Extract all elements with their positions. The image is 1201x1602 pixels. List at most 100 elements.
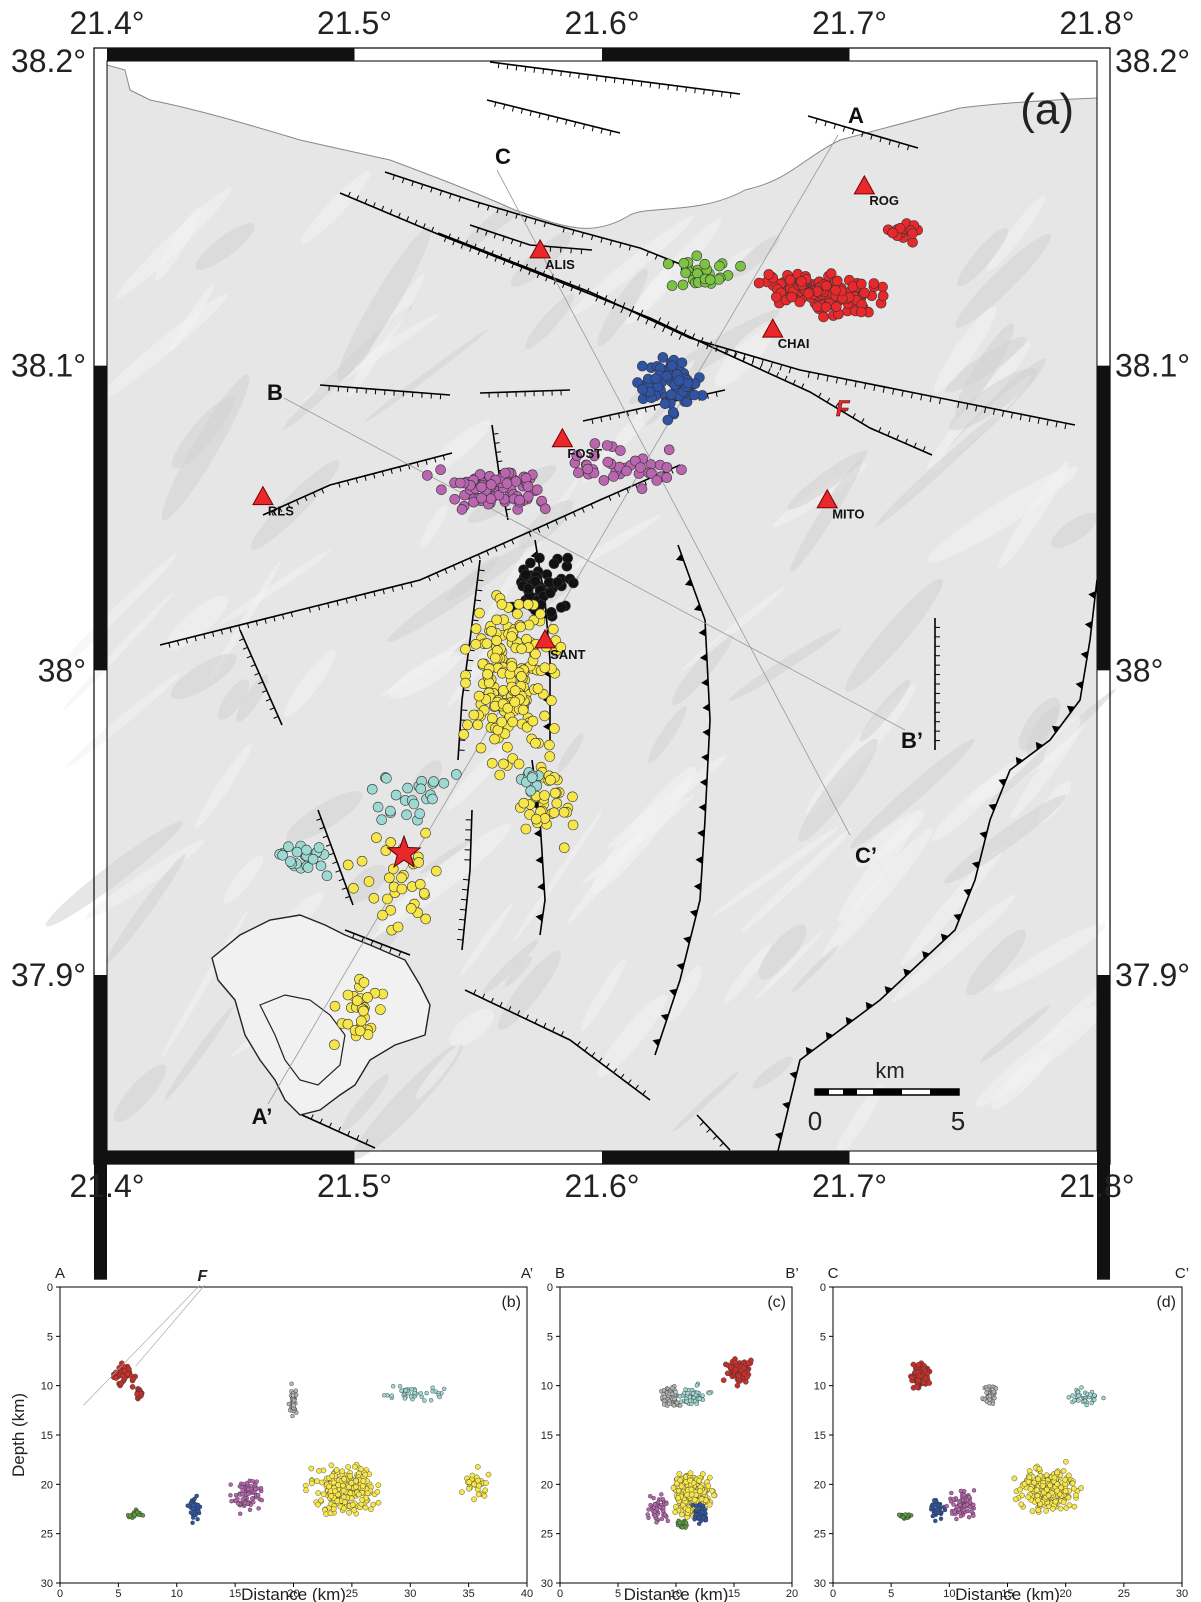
lon-tick-bottom: 21.8° [1059,1168,1134,1204]
section-quake [654,1506,660,1512]
fault-tick [411,181,414,187]
section-quake [1057,1505,1064,1512]
fault-tick [612,303,616,310]
fault-tick [845,379,848,386]
relief-ridge [955,323,1015,416]
cyan-quake [526,772,538,783]
yellow-quake [558,842,570,854]
fault-tick [452,565,456,571]
fault-tick [364,198,368,204]
yellow-quake [458,729,470,740]
frame-segment-left [94,365,107,671]
relief-ridge [504,955,533,987]
section-quake [948,1499,954,1504]
y-tick-label: 10 [541,1381,553,1393]
y-tick-label: 25 [41,1529,53,1541]
section-quake [662,1394,667,1400]
yellow-quake [527,715,539,727]
thrust-tooth [1051,725,1060,734]
relief-ridge [854,810,925,868]
thrust-tooth [971,861,980,869]
cyan-quake [277,849,288,861]
fault-trace-line [135,1284,206,1367]
fault-tick [427,576,431,582]
fault-tick [645,318,649,325]
section-quake [1063,1458,1069,1465]
fault-tick [510,239,514,245]
relief-ridge [790,458,863,573]
relief-ridge [337,226,432,381]
section-quake [244,1480,250,1486]
purple-quake [615,445,626,456]
section-quake [412,1390,417,1396]
relief-ridge [724,944,771,1004]
yellow-quake [547,623,559,635]
lat-tick-right: 38.1° [1115,348,1190,384]
yellow-quake [548,807,560,819]
fault-tick [854,381,857,388]
fault-tick [449,193,452,199]
purple-quake [454,477,466,489]
yellow-quake [567,791,578,803]
thrust-tooth [698,803,706,812]
red-quake [831,275,843,287]
yellow-quake [539,710,550,722]
fault-tick [168,642,171,648]
section-quake [474,1477,481,1484]
blue-quake [636,360,648,372]
fault-tick [486,252,490,259]
fault-tick [552,1026,556,1032]
purple-quake [636,483,648,495]
x-tick-label: 40 [521,1588,533,1600]
thrust-tooth [695,856,703,864]
fault-tick [355,478,358,484]
relief-ridge [218,549,332,626]
section-quake [990,1401,996,1406]
fault-tick [525,1014,529,1020]
section-quake [951,1502,956,1507]
blue-quake [650,373,661,385]
yellow-quake [405,903,417,914]
red-quake [796,276,807,287]
section-quake [1011,1475,1018,1482]
relief-ridge [388,651,461,699]
x-tick-label: 20 [1060,1588,1072,1600]
fault-tick [373,591,376,597]
fault-tick [546,523,550,529]
section-quake [671,1403,677,1408]
section-quake [689,1401,694,1407]
yellow-quake [351,995,363,1007]
thrust-tooth [537,882,545,891]
section-quake [1018,1501,1025,1508]
fault-tick [729,92,732,98]
fault-tick [694,88,696,94]
section-quake [936,1510,941,1516]
fault-tick [529,110,532,116]
section-quake [459,1489,465,1495]
fault-tick [826,375,829,382]
fault-tick [563,515,567,521]
fault-tick [742,353,746,360]
relief-ridge [1051,512,1098,549]
thrust-tooth [922,951,930,959]
section-quake [958,1513,964,1519]
x-tick-label: 30 [1176,1588,1188,1600]
section-quake [362,1471,369,1478]
thrust-tooth [963,888,972,897]
fault-tick [338,1126,342,1132]
fault-tick [420,184,424,190]
relief-ridge [195,223,255,270]
fault-tick [697,340,700,347]
section-quake [652,1513,658,1518]
section-quake [437,1394,442,1400]
thrust-tooth [774,1131,783,1140]
fault-tick [603,299,608,306]
thrust-tooth [1035,741,1044,750]
yellow-quake [494,769,506,781]
section-quake [302,1482,309,1489]
section-quake [992,1395,997,1401]
fault-tick [497,460,503,463]
purple-quake [436,484,447,496]
fault-tick [543,222,547,228]
fault-tick [556,117,559,123]
